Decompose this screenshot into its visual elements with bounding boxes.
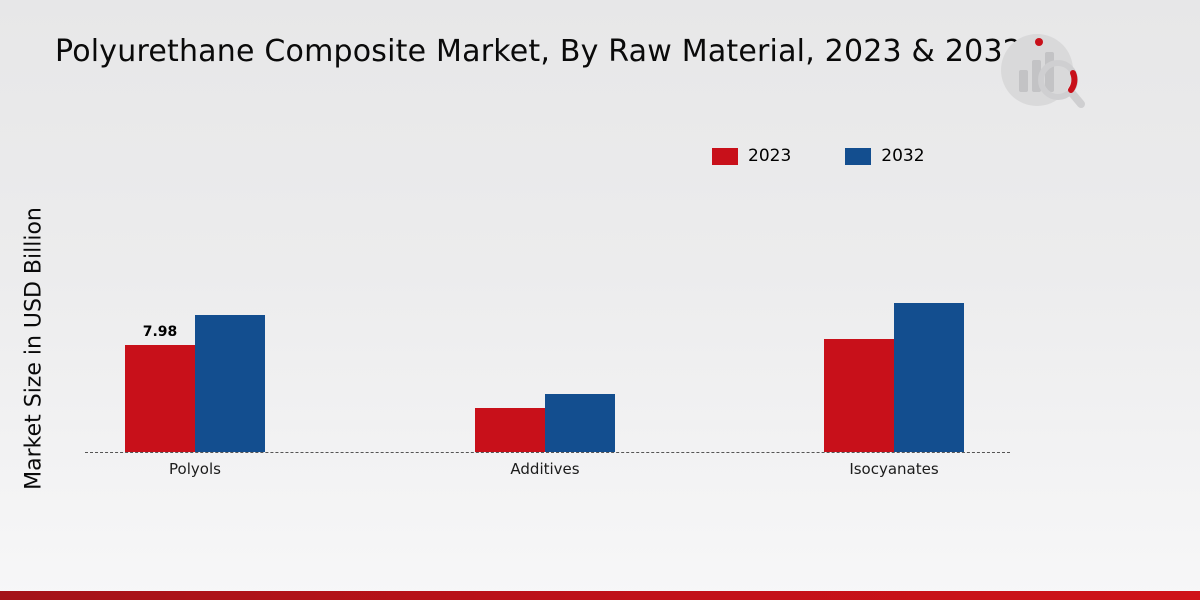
chart-title: Polyurethane Composite Market, By Raw Ma… [55, 34, 1023, 69]
bar-2032-polyols [195, 315, 265, 452]
legend-label: 2023 [748, 146, 792, 166]
legend-swatch-2023 [712, 147, 738, 165]
legend-label: 2032 [881, 146, 925, 166]
legend-item-2032: 2032 [845, 146, 925, 166]
category-label-additives: Additives [510, 460, 580, 478]
bar-2023-isocyanates [824, 339, 894, 452]
bar-2023-polyols [125, 345, 195, 452]
legend-item-2023: 2023 [712, 146, 791, 166]
category-label-polyols: Polyols [169, 460, 221, 478]
bar-2032-isocyanates [894, 303, 964, 452]
y-axis-label: Market Size in USD Billion [21, 207, 47, 490]
bar-2032-additives [545, 394, 615, 452]
bar-2023-additives [475, 408, 545, 452]
legend-swatch-2032 [845, 147, 872, 165]
bottom-accent-strip [0, 591, 1200, 600]
category-label-isocyanates: Isocyanates [849, 460, 939, 478]
brand-logo [1001, 34, 1085, 108]
legend: 2023 2032 [712, 146, 925, 166]
bar-value-label: 7.98 [142, 324, 178, 340]
x-axis-baseline [85, 452, 1010, 453]
